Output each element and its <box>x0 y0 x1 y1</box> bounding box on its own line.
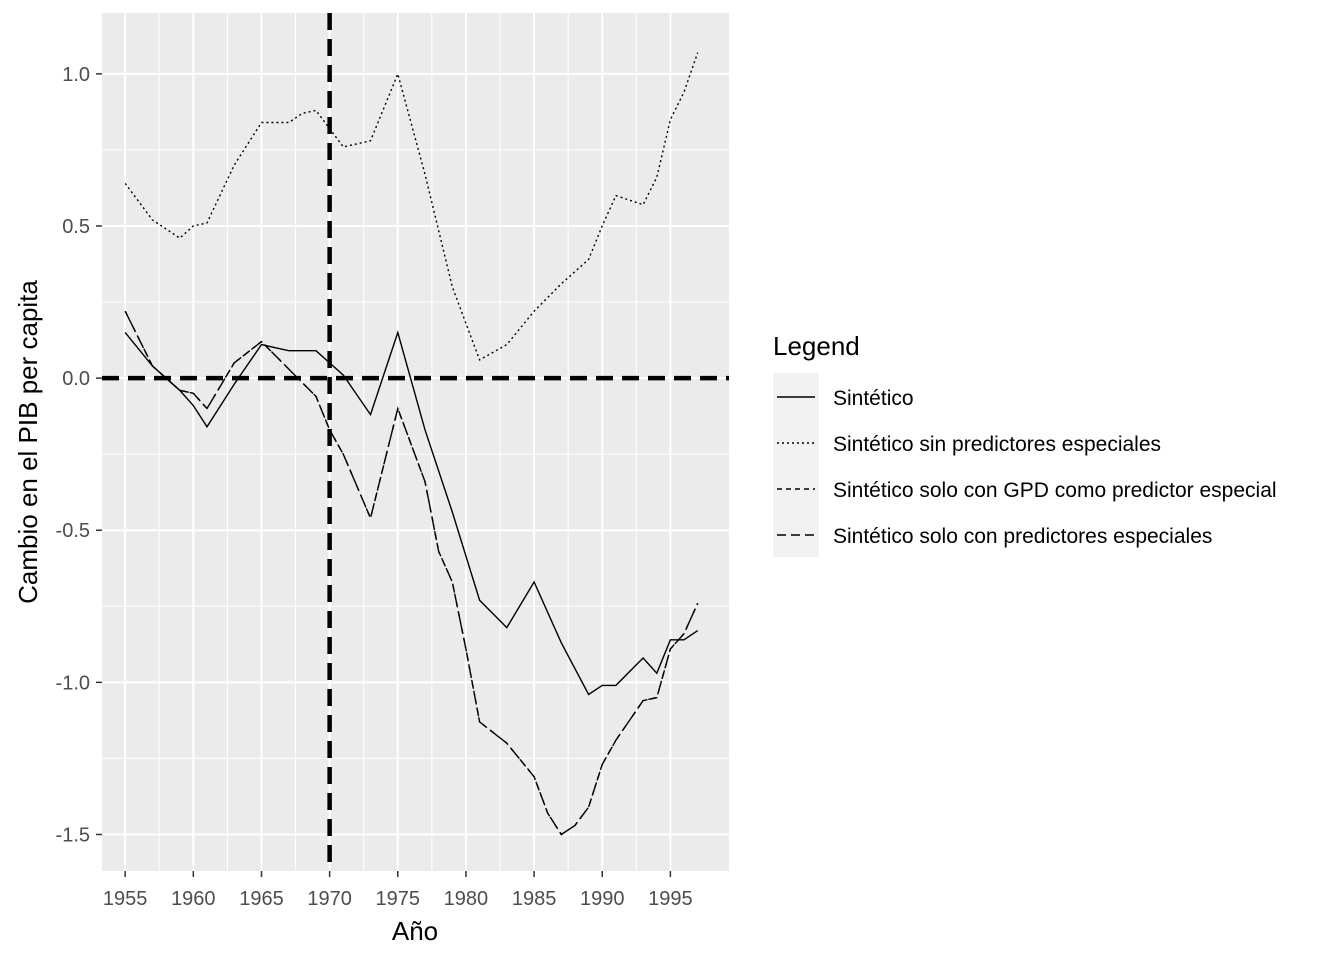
legend-title: Legend <box>773 331 860 361</box>
legend-label-2: Sintético sin predictores especiales <box>833 433 1161 456</box>
plot-panel <box>102 13 729 871</box>
legend: Legend Sintético Sintético sin predictore… <box>773 331 1277 557</box>
x-tick-label: 1970 <box>307 888 352 910</box>
series-line-4 <box>124 310 699 836</box>
legend-label-3: Sintético solo con GPD como predictor es… <box>833 479 1277 502</box>
y-tick-label: -1.0 <box>56 672 90 694</box>
x-tick-label: 1975 <box>376 888 421 910</box>
minor-gridlines <box>102 13 729 871</box>
y-tick-label: 0.0 <box>62 368 90 390</box>
reference-lines <box>102 13 729 871</box>
legend-label-4: Sintético solo con predictores especiale… <box>833 525 1212 548</box>
x-axis-title: Año <box>392 916 438 946</box>
x-tick-label: 1990 <box>580 888 625 910</box>
x-tick-label: 1955 <box>103 888 148 910</box>
y-tick-label: 0.5 <box>62 216 90 238</box>
legend-label-1: Sintético <box>833 387 914 410</box>
x-tick-label: 1960 <box>171 888 216 910</box>
x-tick-label: 1985 <box>512 888 557 910</box>
x-tick-label: 1980 <box>444 888 489 910</box>
y-axis-ticks: 1.0 0.5 0.0 -0.5 -1.0 -1.5 <box>56 64 102 846</box>
series-layer <box>124 52 699 836</box>
x-tick-label: 1995 <box>648 888 693 910</box>
y-tick-label: -0.5 <box>56 520 90 542</box>
legend-key-background <box>773 373 819 557</box>
y-tick-label: -1.5 <box>56 824 90 846</box>
legend-items: Sintético Sintético sin predictores espec… <box>777 387 1277 548</box>
x-axis-ticks: 1955 1960 1965 1970 1975 1980 1985 1990 1995 <box>103 871 693 910</box>
x-tick-label: 1965 <box>239 888 284 910</box>
series-line-1 <box>124 330 699 696</box>
y-axis-title: Cambio en el PIB per capita <box>13 280 43 604</box>
y-tick-label: 1.0 <box>62 64 90 86</box>
series-line-2 <box>124 52 699 361</box>
